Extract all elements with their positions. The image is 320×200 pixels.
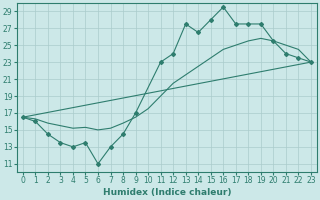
X-axis label: Humidex (Indice chaleur): Humidex (Indice chaleur) xyxy=(103,188,231,197)
